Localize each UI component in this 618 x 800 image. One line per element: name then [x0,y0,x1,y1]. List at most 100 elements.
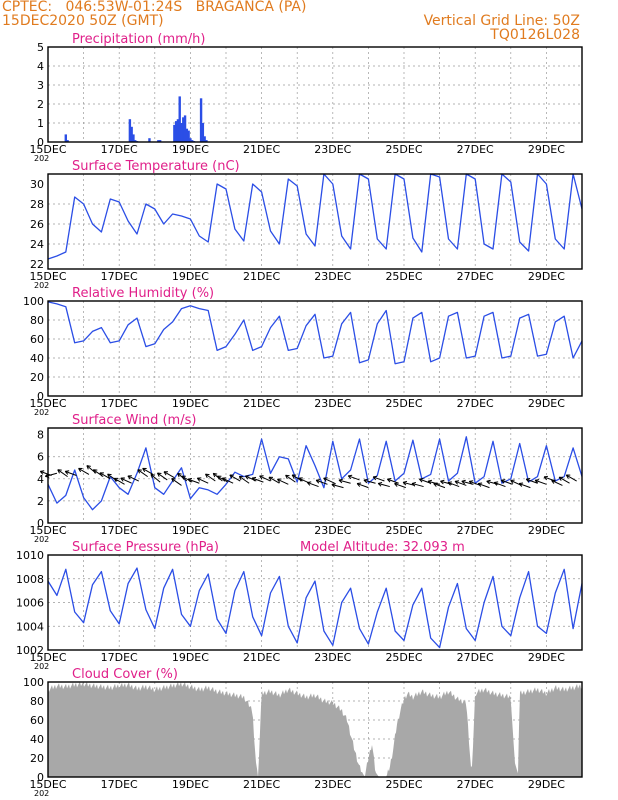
wind-arrow [171,478,182,486]
wind-arrow [440,479,453,485]
chart-title: Surface Temperature (nC) [72,159,240,174]
wind-arrow [120,477,132,484]
wind-arrow [64,470,77,476]
wind-arrow [551,479,563,486]
x-tick-label: 19DEC [172,651,209,664]
y-tick-label: 1 [37,117,44,130]
wind-arrow [411,482,424,488]
chart-title: Precipitation (mm/h) [72,32,205,47]
x-tick-label: 19DEC [172,143,209,156]
year-label: 202 [34,789,49,798]
wind-arrow [347,474,360,481]
precip-bar [185,128,189,142]
precip-bar [157,140,160,142]
wind-arrow [518,482,531,489]
wind-arrow [163,471,175,479]
precip-bar [130,126,133,142]
wind-arrow [150,473,161,483]
y-tick-label: 100 [23,295,44,308]
x-tick-label: 21DEC [243,143,280,156]
x-tick-label: 15DEC [29,778,66,791]
y-tick-label: 8 [37,429,44,442]
x-tick-label: 21DEC [243,270,280,283]
wind-arrow [454,480,467,486]
precip-bar [189,138,192,142]
x-tick-label: 25DEC [385,778,422,791]
wind-arrow [387,478,399,484]
precip-bar [199,98,203,142]
wind-arrow [291,474,303,482]
wind-chart: 0 2 4 6 8 15DEC 17DEC 19DEC 21DEC 23DEC 25DEC 27DEC… [29,413,583,544]
x-tick-label: 23DEC [314,524,351,537]
wind-arrow [57,469,68,478]
wind-arrow [447,481,460,488]
forecast-date: 15DEC2020 50Z (GMT) [2,13,164,29]
wind-arrow [99,472,111,480]
chart-title: Relative Humidity (%) [72,286,214,301]
x-tick-label: 29DEC [528,778,565,791]
station-title: CPTEC: 046:53W-01:24S BRAGANCA (PA) [2,0,307,15]
wind-arrow [127,475,139,482]
y-tick-label: 0 [37,136,44,149]
x-tick-label: 17DEC [101,143,138,156]
wind-arrow [229,474,241,482]
x-tick-label: 17DEC [101,397,138,410]
wind-arrow [486,479,499,485]
y-tick-label: 4 [37,473,44,486]
wind-arrow [221,477,234,484]
precip-bar [174,121,178,142]
precip-bar [66,140,69,142]
wind-arrow [427,479,440,485]
wind-arrow [315,479,328,485]
temperature-line [47,173,583,260]
precip-bar [134,140,137,142]
y-tick-label: 40 [30,733,44,746]
humidity-chart: 0 20 40 60 80 100 15DEC 17DEC 19DEC 21DEC 23DEC 25D… [23,286,583,417]
y-tick-label: 60 [30,333,44,346]
x-tick-label: 25DEC [385,397,422,410]
x-tick-label: 17DEC [101,270,138,283]
wind-arrow [306,481,319,488]
precip-bar [178,96,181,142]
y-tick-label: 1004 [16,620,44,633]
x-tick-label: 27DEC [457,524,494,537]
y-tick-label: 20 [30,752,44,765]
wind-arrow [285,474,296,483]
precip-bar [203,136,206,142]
pressure-chart: 1002 1004 1006 1008 1010 15DEC 17DEC 19DEC 21DEC… [16,540,583,671]
temperature-chart: 22 24 26 28 30 15DEC 17DEC 19DEC 21DEC 23DEC 25DEC… [29,159,583,290]
wind-arrow [565,474,577,482]
plot-frame [47,681,583,778]
plot-frame [47,427,583,524]
plot-frame [47,173,583,270]
wind-arrow [78,467,90,475]
x-tick-label: 19DEC [172,778,209,791]
precip-bar [158,140,162,142]
x-tick-label: 21DEC [243,524,280,537]
x-tick-label: 19DEC [172,397,209,410]
year-label: 202 [34,408,49,417]
precip-bar [128,119,132,142]
vertical-grid-line-label: Vertical Grid Line: 50Z [423,13,580,29]
wind-arrow [394,482,406,489]
x-tick-label: 15DEC [29,143,66,156]
y-tick-label: 30 [30,178,44,191]
precipitation-chart: 0 1 2 3 4 5 15DEC 17DEC 19DEC 21DEC 23DEC 25DEC 27DE… [29,32,583,163]
x-tick-label: 21DEC [243,651,280,664]
pressure-line [47,567,583,649]
y-tick-label: 60 [30,714,44,727]
wind-arrow [356,482,369,489]
plot-frame [47,46,583,143]
y-tick-label: 1008 [16,573,44,586]
wind-arrow [113,477,125,485]
y-tick-label: 80 [30,314,44,327]
x-tick-label: 25DEC [385,651,422,664]
y-tick-label: 28 [30,198,44,211]
cloud-cover-area [48,682,582,777]
precip-bar [190,140,194,142]
y-tick-label: 40 [30,352,44,365]
year-label: 202 [34,281,49,290]
x-tick-label: 29DEC [528,651,565,664]
precip-bar [182,117,185,142]
x-tick-label: 25DEC [385,270,422,283]
